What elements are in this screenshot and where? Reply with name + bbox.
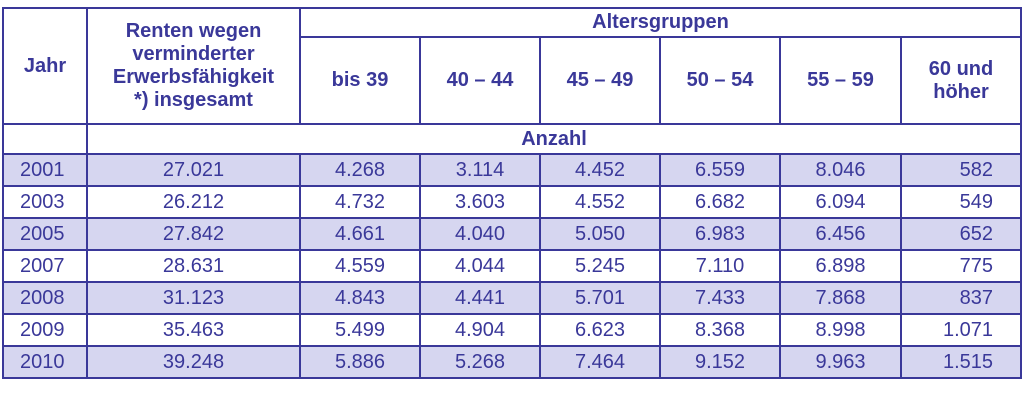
table-row: 2009 35.463 5.499 4.904 6.623 8.368 8.998 1.071 [2,313,1023,347]
cell-value: 1.515 [899,345,1023,379]
cell-total: 27.842 [86,217,301,251]
table-row: 2003 26.212 4.732 3.603 4.552 6.682 6.094 549 [2,185,1023,219]
header-total-line: Erwerbsfähigkeit [112,66,275,88]
cell-value: 4.559 [299,249,421,283]
pension-table: Jahr Renten wegen verminderter Erwerbsfä… [2,7,1023,379]
cell-value: 4.040 [419,217,541,251]
header-group: 50 – 54 [659,36,781,125]
cell-value: 4.552 [539,185,661,219]
header-group: bis 39 [299,36,421,125]
cell-total: 35.463 [86,313,301,347]
cell-value: 652 [899,217,1023,251]
cell-value: 6.623 [539,313,661,347]
cell-value: 7.868 [779,281,902,315]
cell-value: 4.732 [299,185,421,219]
table-row: 2008 31.123 4.843 4.441 5.701 7.433 7.868 837 [2,281,1023,315]
cell-value: 3.114 [419,153,541,187]
table-row: 2005 27.842 4.661 4.040 5.050 6.983 6.456 652 [2,217,1023,251]
cell-year: 2005 [2,217,88,251]
table-row: 2010 39.248 5.886 5.268 7.464 9.152 9.963 1.515 [2,345,1023,379]
cell-value: 4.843 [299,281,421,315]
cell-year: 2008 [2,281,88,315]
cell-value: 837 [899,281,1023,315]
cell-value: 1.071 [899,313,1023,347]
cell-value: 582 [899,153,1023,187]
cell-value: 7.464 [539,345,661,379]
cell-value: 549 [899,185,1023,219]
cell-value: 6.094 [779,185,902,219]
cell-value: 4.661 [299,217,421,251]
cell-value: 5.701 [539,281,661,315]
table-row: 2007 28.631 4.559 4.044 5.245 7.110 6.898 775 [2,249,1023,283]
cell-value: 3.603 [419,185,541,219]
header-altersgruppen: Altersgruppen [298,7,1023,38]
cell-value: 4.441 [419,281,541,315]
cell-value: 7.110 [659,249,781,283]
cell-value: 4.452 [539,153,661,187]
header-group: 40 – 44 [419,36,541,125]
cell-year: 2007 [2,249,88,283]
cell-value: 5.886 [299,345,421,379]
header-total-line: *) insgesamt [134,89,253,111]
cell-value: 6.983 [659,217,781,251]
cell-value: 5.050 [539,217,661,251]
cell-value: 4.044 [419,249,541,283]
cell-total: 28.631 [86,249,301,283]
cell-value: 8.368 [659,313,781,347]
cell-value: 4.268 [299,153,421,187]
cell-value: 6.682 [659,185,781,219]
cell-value: 6.456 [779,217,902,251]
header-jahr: Jahr [2,7,88,125]
cell-value: 775 [899,249,1023,283]
cell-value: 9.963 [779,345,902,379]
header-total: Renten wegen verminderter Erwerbsfähigke… [86,7,301,125]
header-group: 45 – 49 [539,36,661,125]
cell-value: 8.998 [779,313,902,347]
cell-total: 27.021 [86,153,301,187]
cell-year: 2009 [2,313,88,347]
cell-value: 7.433 [659,281,781,315]
cell-value: 4.904 [419,313,541,347]
cell-year: 2010 [2,345,88,379]
header-group-line: 60 und [928,57,994,80]
cell-value: 6.898 [779,249,902,283]
cell-value: 5.245 [539,249,661,283]
cell-year: 2003 [2,185,88,219]
header-unit: Anzahl [85,123,1023,155]
table-row: 2001 27.021 4.268 3.114 4.452 6.559 8.046 582 [2,153,1023,187]
header-group-60plus: 60 und höher [899,36,1023,125]
cell-value: 5.268 [419,345,541,379]
cell-year: 2001 [2,153,88,187]
header-total-line: Renten wegen [125,20,262,42]
header-group-line: höher [933,80,989,103]
cell-value: 6.559 [659,153,781,187]
cell-value: 8.046 [779,153,902,187]
header-group: 55 – 59 [779,36,902,125]
cell-total: 39.248 [86,345,301,379]
cell-value: 5.499 [299,313,421,347]
cell-total: 31.123 [86,281,301,315]
cell-value: 9.152 [659,345,781,379]
header-total-line: verminderter [132,43,255,65]
cell-total: 26.212 [86,185,301,219]
